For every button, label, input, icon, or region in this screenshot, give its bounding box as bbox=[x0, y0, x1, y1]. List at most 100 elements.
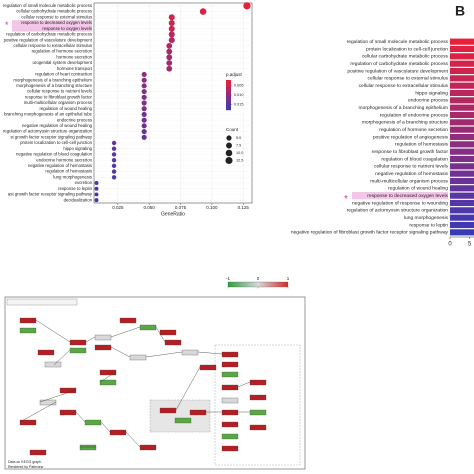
gene-box bbox=[129, 354, 147, 361]
pathway-footer: Data on KEGG graph bbox=[8, 460, 41, 464]
dot bbox=[168, 31, 175, 38]
dot bbox=[111, 146, 117, 151]
compartment bbox=[214, 344, 301, 466]
dot bbox=[141, 77, 147, 83]
bar bbox=[450, 229, 474, 236]
y-tick-label: regulation of hormone secretion bbox=[379, 127, 448, 133]
y-tick-label: regulation of blood coagulation bbox=[381, 156, 448, 162]
x-tick-label: 0.075 bbox=[175, 205, 187, 210]
y-tick-label: positive regulation of vasculature devel… bbox=[347, 68, 448, 74]
gene-box bbox=[249, 394, 267, 401]
gene-box bbox=[94, 344, 112, 351]
bar bbox=[450, 53, 474, 60]
dot bbox=[168, 14, 175, 21]
y-tick-label: negative regulation of hemostasis bbox=[375, 171, 448, 177]
dot bbox=[94, 192, 99, 197]
dot bbox=[141, 128, 147, 135]
pathway-diagram: Data on KEGG graph Rendered by Pathview … bbox=[4, 276, 306, 470]
bar bbox=[450, 82, 474, 89]
colorbar-step bbox=[226, 87, 231, 90]
bar bbox=[450, 97, 474, 104]
dot bbox=[166, 42, 173, 49]
colorbar-step bbox=[226, 95, 231, 97]
y-tick-label: regulation of hemostasis bbox=[395, 142, 449, 148]
y-tick-label: regulation of hormone secretion bbox=[32, 49, 93, 54]
size-label: 5.0 bbox=[236, 136, 241, 140]
bar bbox=[450, 192, 474, 199]
dot bbox=[166, 60, 173, 66]
gene-box bbox=[139, 444, 157, 451]
dot bbox=[94, 198, 99, 203]
y-tick-label: cellular response to extracellular stimu… bbox=[359, 83, 449, 89]
x-tick-label: 0.050 bbox=[144, 205, 156, 210]
y-tick-label: cellular response to nutrient levels bbox=[27, 89, 92, 94]
bar bbox=[450, 141, 474, 148]
y-tick-label: positive regulation of angiogenesis bbox=[373, 134, 449, 140]
bar bbox=[450, 170, 474, 177]
y-tick-label: regulation of wound healing bbox=[388, 186, 448, 192]
dot bbox=[168, 19, 175, 27]
y-tick-label: hippo signaling bbox=[415, 90, 448, 96]
colorbar-step bbox=[226, 93, 231, 96]
x-tick-label: 0 bbox=[448, 242, 452, 248]
highlight bbox=[12, 25, 92, 32]
x-tick-label: 0.025 bbox=[112, 205, 124, 210]
colorbar-step bbox=[226, 96, 231, 99]
gene-box bbox=[159, 329, 177, 336]
gene-box bbox=[164, 339, 182, 346]
dot bbox=[168, 37, 175, 44]
dot bbox=[243, 2, 251, 10]
y-tick-label: response to leptin bbox=[58, 186, 93, 191]
gene-box bbox=[221, 397, 239, 404]
y-tick-label: endocrine hormone secretion bbox=[36, 157, 92, 162]
dot bbox=[141, 117, 147, 123]
y-tick-label: excretion bbox=[75, 180, 93, 185]
y-tick-label: response to decreased oxygen levels bbox=[367, 193, 448, 199]
pathway-edge bbox=[75, 411, 86, 423]
bar bbox=[450, 155, 474, 163]
bar bbox=[450, 45, 474, 53]
bar bbox=[450, 67, 474, 75]
gene-box bbox=[109, 429, 127, 436]
dot bbox=[111, 157, 117, 163]
legend-tick-label: 1 bbox=[287, 276, 290, 281]
y-tick-label: response to fibroblast growth factor bbox=[25, 94, 93, 99]
dot bbox=[199, 8, 207, 15]
y-tick-label: regulation of carbohydrate metabolic pro… bbox=[350, 61, 448, 67]
dot bbox=[168, 25, 175, 32]
size-key bbox=[225, 156, 233, 165]
pathway-edge bbox=[99, 371, 117, 383]
gene-box bbox=[221, 409, 239, 416]
colorbar-step bbox=[226, 90, 231, 93]
highlight bbox=[12, 20, 92, 26]
dot bbox=[111, 140, 117, 146]
gene-box bbox=[69, 339, 87, 346]
size-label: 7.5 bbox=[236, 144, 241, 148]
colorbar-label: 0.015 bbox=[234, 102, 244, 106]
y-tick-label: response to oxygen levels bbox=[42, 26, 92, 31]
y-tick-label: morphogenesis of a branching structure bbox=[362, 120, 448, 126]
y-tick-label: ast growth factor receptor signaling pat… bbox=[8, 192, 93, 197]
y-tick-label: regulation of small molecule metabolic p… bbox=[3, 3, 92, 8]
gene-box bbox=[119, 317, 137, 324]
pathway-edge bbox=[197, 351, 223, 355]
dot bbox=[141, 94, 147, 100]
gene-box bbox=[99, 379, 117, 386]
bar bbox=[450, 38, 474, 45]
y-tick-label: regulation of wound healing bbox=[39, 106, 92, 111]
gene-box bbox=[59, 387, 77, 394]
pathway-edge bbox=[35, 319, 71, 343]
dot bbox=[111, 169, 117, 174]
gene-box bbox=[221, 421, 239, 428]
gene-box bbox=[69, 347, 87, 354]
y-tick-label: morphogenesis of a branching epithelium bbox=[13, 77, 92, 82]
y-tick-label: multi-multicellular organism process bbox=[24, 100, 92, 105]
x-axis-label: GeneRatio bbox=[161, 211, 185, 217]
annotation: * bbox=[5, 20, 9, 30]
y-tick-label: regulation of hemostasis bbox=[45, 169, 92, 174]
bar bbox=[450, 111, 474, 119]
colorbar-step bbox=[226, 89, 231, 91]
legend-tick-label: 0 bbox=[257, 276, 260, 281]
size-label: 10.0 bbox=[236, 151, 243, 155]
